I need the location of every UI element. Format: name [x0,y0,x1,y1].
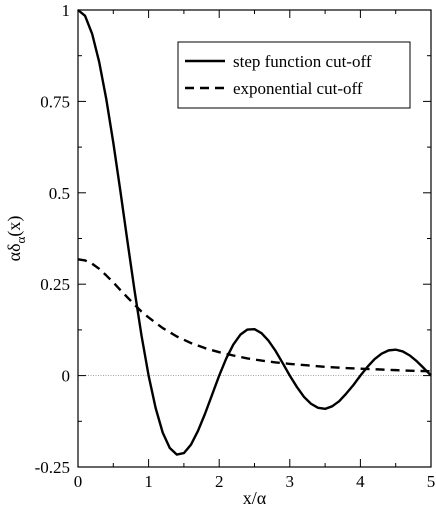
x-tick-label: 1 [144,472,153,491]
y-tick-label: -0.25 [35,458,70,477]
series-layer [77,9,432,456]
y-tick-label: 0 [62,367,71,386]
x-axis-label: x/α [243,488,267,508]
legend-label-step-function: step function cut-off [233,52,372,71]
x-tick-label: 4 [356,472,365,491]
x-tick-label: 5 [427,472,436,491]
x-tick-label: 3 [286,472,295,491]
series-line-exponential [77,258,432,373]
x-tick-label: 2 [215,472,224,491]
y-axis-label: αδα(x) [4,216,28,262]
y-axis-label-subscript: α [13,236,28,243]
y-tick-label: 0.5 [49,184,70,203]
y-axis-label-base: αδ [4,243,24,261]
y-tick-label: 0.75 [40,92,70,111]
ticks-layer [77,9,432,468]
series-line-step-function [77,9,432,456]
legend: step function cut-off exponential cut-of… [177,41,411,109]
y-axis-label-suffix: (x) [4,216,25,237]
y-tick-label: 1 [62,1,71,20]
legend-label-exponential: exponential cut-off [233,79,363,98]
legend-box [177,41,411,109]
y-tick-label: 0.25 [40,275,70,294]
x-tick-label: 0 [74,472,83,491]
